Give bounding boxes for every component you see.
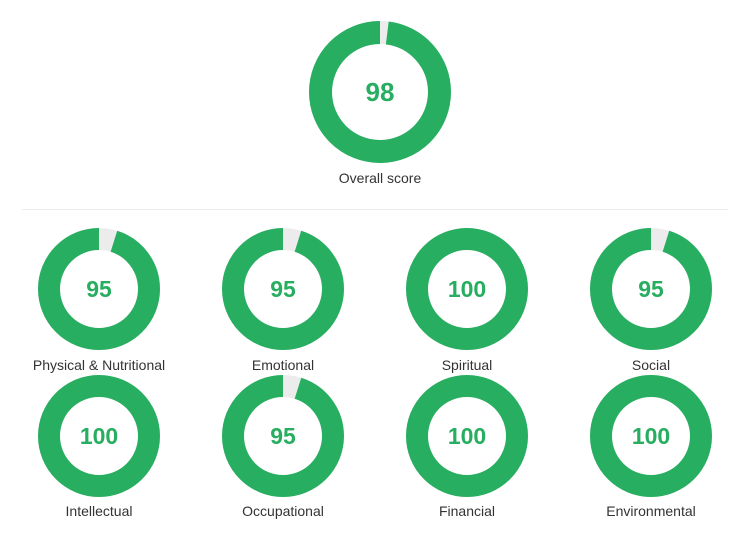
social-label: Social <box>631 357 671 373</box>
overall-score-score-arc <box>309 21 451 163</box>
spiritual-value: 100 <box>448 276 486 302</box>
financial-value: 100 <box>448 423 486 449</box>
financial-score-arc <box>406 375 528 497</box>
physical-and-nutritional-score-donut: 95 <box>38 228 160 350</box>
spiritual-score-arc <box>406 228 528 350</box>
social-score-donut: 95 <box>590 228 712 350</box>
occupational-score-donut: 95 <box>222 375 344 497</box>
emotional-label: Emotional <box>251 357 315 373</box>
physical-and-nutritional-label: Physical & Nutritional <box>32 357 166 373</box>
emotional-score-donut: 95 <box>222 228 344 350</box>
emotional-score-arc <box>222 228 344 350</box>
environmental-label: Environmental <box>606 503 696 519</box>
intellectual-value: 100 <box>80 423 118 449</box>
intellectual-score-donut: 100 <box>38 375 160 497</box>
social-score-arc <box>590 228 712 350</box>
environmental-score-arc <box>590 375 712 497</box>
emotional-value: 95 <box>270 276 296 302</box>
section-divider <box>22 209 728 210</box>
intellectual-score-arc <box>38 375 160 497</box>
overall-score-label: Overall score <box>338 170 422 186</box>
physical-and-nutritional-score-arc <box>38 228 160 350</box>
financial-score-donut: 100 <box>406 375 528 497</box>
environmental-score-donut: 100 <box>590 375 712 497</box>
environmental-value: 100 <box>632 423 670 449</box>
social-value: 95 <box>638 276 664 302</box>
occupational-label: Occupational <box>242 503 324 519</box>
overall-score-value: 98 <box>366 77 395 107</box>
overall-score-donut: 98 <box>309 21 451 163</box>
spiritual-label: Spiritual <box>441 357 493 373</box>
occupational-score-arc <box>222 375 344 497</box>
occupational-value: 95 <box>270 423 296 449</box>
physical-and-nutritional-value: 95 <box>86 276 112 302</box>
financial-label: Financial <box>438 503 496 519</box>
intellectual-label: Intellectual <box>65 503 133 519</box>
spiritual-score-donut: 100 <box>406 228 528 350</box>
